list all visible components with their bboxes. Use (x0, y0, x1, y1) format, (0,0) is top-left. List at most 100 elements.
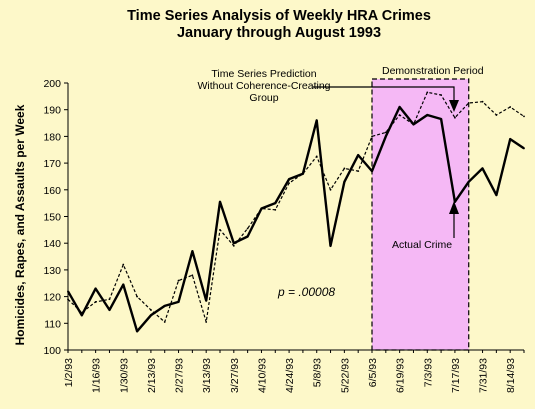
actual-crime-point (398, 106, 401, 108)
x-tick-label: 4/24/93 (284, 358, 296, 393)
actual-crime-point (274, 202, 277, 205)
x-tick-label: 3/27/93 (229, 358, 241, 393)
actual-crime-point (509, 138, 512, 140)
actual-crime-point (260, 207, 263, 210)
x-tick-label: 2/27/93 (174, 358, 186, 393)
prediction-point (94, 301, 97, 303)
actual-crime-point (67, 290, 69, 293)
actual-crime-point (384, 135, 387, 138)
prediction-point (523, 115, 525, 118)
actual-crime-point (412, 123, 415, 126)
demonstration-period-band-layer (371, 78, 470, 351)
x-tick-label: 3/13/93 (201, 358, 213, 393)
y-tick-label: 190 (43, 105, 61, 117)
prediction-point (288, 182, 290, 185)
actual-crime-point (523, 147, 525, 150)
annotation-demonstration-period: Demonstration Period (382, 65, 484, 77)
x-tick-label: 5/8/93 (312, 358, 324, 387)
x-tick-label: 6/19/93 (395, 358, 407, 393)
actual-crime-point (495, 194, 498, 197)
x-tick-label: 7/3/93 (422, 358, 434, 387)
prediction-point (219, 228, 221, 231)
actual-crime-point (315, 119, 318, 122)
prediction-point (191, 274, 194, 277)
prediction-arrow (313, 86, 459, 112)
actual-crime-point (232, 242, 235, 245)
y-tick-label: 110 (44, 318, 61, 330)
y-tick-label: 100 (43, 345, 61, 357)
prediction-point (398, 114, 401, 116)
actual-crime-point (481, 167, 484, 170)
prediction-point (371, 135, 373, 138)
prediction-point (495, 114, 498, 116)
prediction-point (246, 227, 249, 230)
x-tick-label: 8/14/93 (505, 358, 517, 393)
actual-crime-point (177, 301, 180, 303)
prediction-point (426, 91, 429, 94)
y-tick-label: 180 (43, 131, 61, 143)
actual-crime-point (357, 154, 360, 156)
prediction-point (150, 309, 152, 311)
prediction-point (329, 188, 332, 191)
x-tick-label: 1/30/93 (118, 358, 130, 393)
actual-crime-point (150, 314, 152, 317)
prediction-series (67, 91, 525, 323)
prediction-point (274, 208, 277, 211)
annotation-prediction-line-1: Time Series Prediction (211, 68, 316, 80)
y-tick-label: 160 (43, 185, 61, 197)
annotation-actual-crime: Actual Crime (392, 239, 452, 251)
prediction-point (481, 100, 484, 103)
prediction-point (315, 155, 318, 158)
actual-crime-point (94, 287, 97, 290)
prediction-point (454, 116, 456, 119)
demonstration-period-band (372, 79, 469, 350)
actual-crime-point (329, 244, 332, 247)
x-tick-label: 6/5/93 (367, 358, 379, 387)
actual-crime-point (343, 180, 346, 183)
x-tick-label: 7/31/93 (478, 358, 490, 393)
actual-crime-point (163, 305, 166, 307)
prediction-point (509, 106, 512, 108)
prediction-point (232, 244, 235, 247)
y-tick-label: 120 (43, 292, 61, 304)
x-tick-label: 2/13/93 (146, 358, 158, 393)
annotation-prediction-line-2: Without Coherence-Creating (197, 80, 330, 92)
prediction-line (67, 91, 525, 323)
actual-crime-point (122, 283, 125, 286)
prediction-point (177, 279, 180, 282)
actual-crime-point (205, 299, 208, 302)
actual-crime-point (136, 330, 138, 333)
y-tick-label: 200 (43, 78, 61, 90)
y-tick-label: 130 (43, 265, 61, 277)
prediction-point (343, 167, 346, 170)
actual-crime-point (467, 180, 470, 183)
y-tick-label: 170 (43, 158, 61, 170)
prediction-point (122, 263, 125, 266)
actual-crime-point (80, 314, 83, 317)
actual-crime-point (371, 170, 373, 173)
y-axis-label: Homicides, Rapes, and Assaults per Week (13, 104, 27, 345)
x-tick-label: 1/16/93 (91, 358, 103, 393)
actual-crime-line (66, 105, 525, 333)
x-tick-label: 1/2/93 (63, 358, 75, 387)
y-tick-label: 150 (43, 212, 61, 224)
annotation-prediction-line-3: Group (249, 92, 278, 104)
actual-crime-point (426, 114, 429, 116)
actual-crime-point (302, 172, 304, 175)
axes: 100 110 120 130 140 150 160 170 180 190 200 1/2/93 1… (43, 78, 525, 393)
prediction-point (357, 170, 360, 173)
actual-crime-point (219, 200, 221, 203)
actual-crime-point (440, 118, 442, 120)
actual-crime-point (288, 178, 290, 181)
actual-crime-point (108, 309, 111, 311)
series-layer (66, 91, 525, 333)
y-tick-label: 140 (43, 238, 61, 250)
chart-title: Time Series Analysis of Weekly HRA Crime… (127, 8, 431, 24)
prediction-point (136, 295, 138, 298)
p-value-label: p = .00008 (277, 285, 335, 299)
actual-crime-point (191, 250, 194, 253)
actual-crime-point (246, 235, 249, 238)
x-tick-label: 4/10/93 (256, 358, 268, 393)
actual-crime-arrow (449, 201, 459, 238)
